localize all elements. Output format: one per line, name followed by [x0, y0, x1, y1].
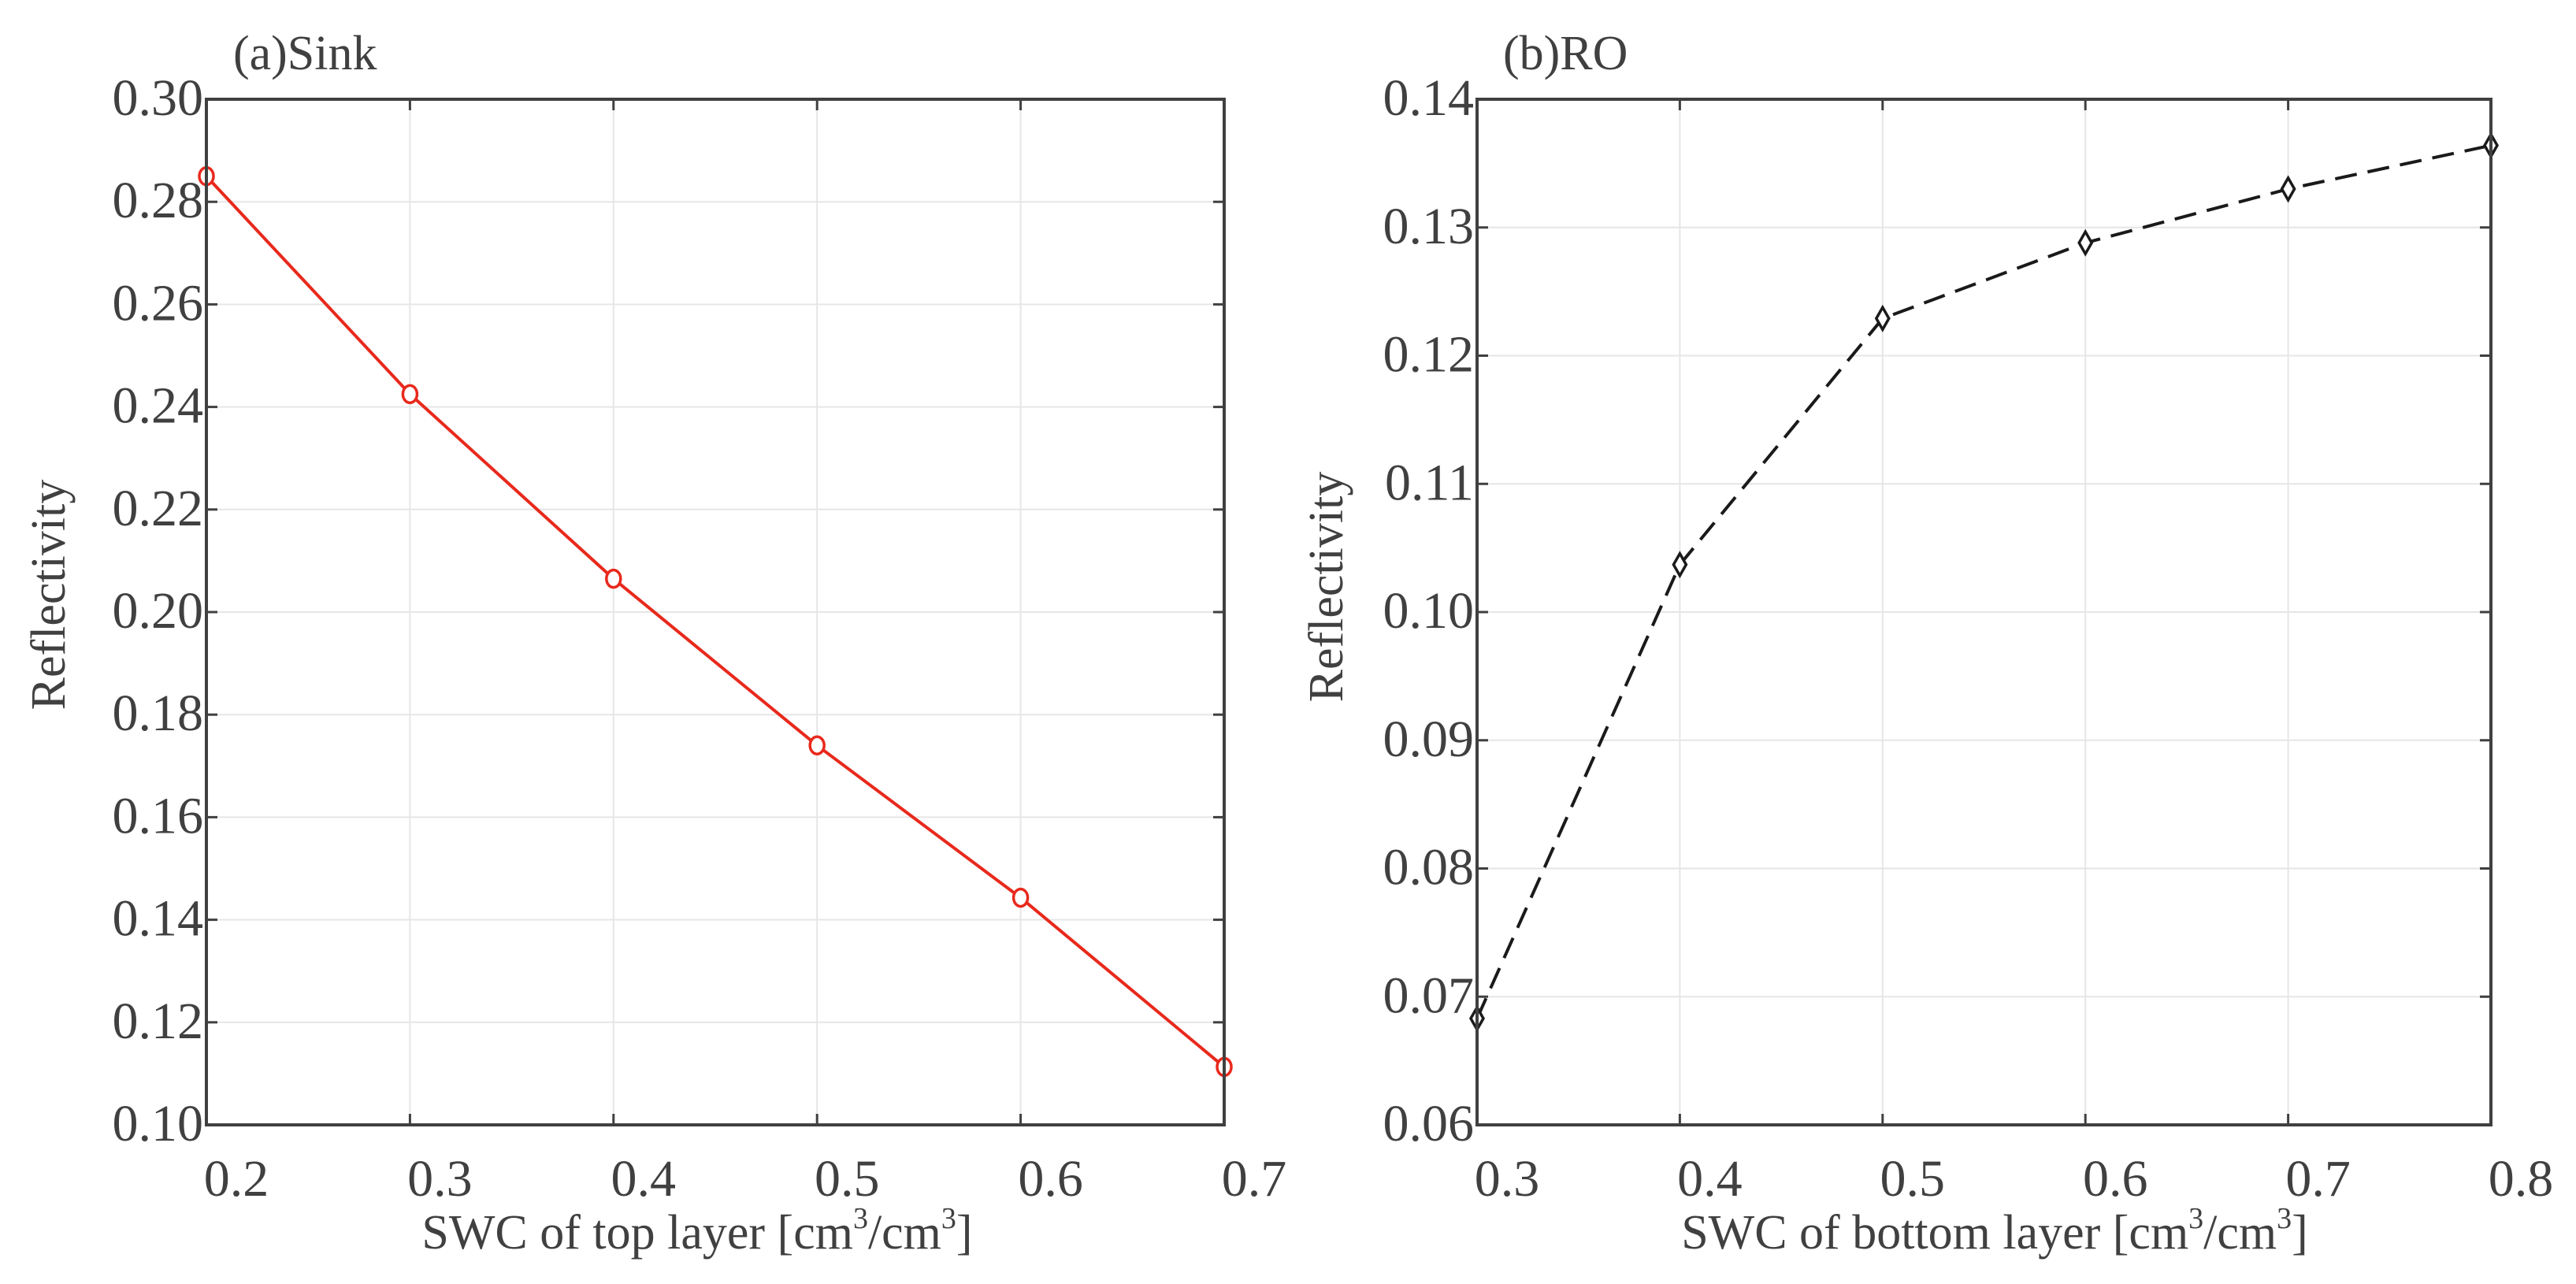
x-tick-label: 0.3: [407, 1150, 473, 1208]
series-line: [1475, 143, 2492, 1019]
y-axis-label: Reflectivity: [22, 480, 76, 711]
y-tick-label: 0.06: [1383, 1095, 1475, 1152]
x-tick-label: 0.5: [815, 1150, 880, 1208]
series-line: [205, 175, 1226, 1068]
x-tick-label: 0.3: [1475, 1150, 1540, 1208]
x-tick-label: 0.6: [1018, 1150, 1083, 1208]
x-tick-label: 0.7: [2285, 1150, 2351, 1208]
data-point-circle: [808, 735, 826, 756]
y-tick-label: 0.10: [1383, 582, 1475, 640]
y-tick-label: 0.24: [113, 377, 204, 435]
x-tick-labels: 0.3 0.4 0.5 0.6 0.7 0.8: [1475, 1150, 2554, 1208]
data-point-diamond: [1672, 551, 1688, 579]
x-axis-label: SWC of bottom layer [cm3/cm3]: [1681, 1202, 2308, 1260]
data-point-circle: [605, 568, 622, 589]
data-point-diamond: [1874, 304, 1891, 332]
x-tick-label: 0.6: [2083, 1150, 2148, 1208]
chart-panel-ro: 0.3 0.4 0.5 0.6 0.7 0.8 0.060.070.080.090.100…: [1300, 27, 2553, 1260]
y-tick-label: 0.18: [113, 685, 204, 742]
y-tick-label: 0.28: [113, 172, 204, 229]
x-tick-label: 0.4: [1677, 1150, 1743, 1208]
grid-lines: [206, 99, 1224, 1125]
grid-lines: [1477, 99, 2491, 1125]
chart-panel-sink: 0.2 0.3 0.4 0.5 0.6 0.7 0.100.120.140.160.180…: [22, 27, 1286, 1260]
data-point-circle: [1011, 887, 1030, 908]
y-tick-label: 0.16: [113, 787, 204, 844]
y-tick-label: 0.09: [1383, 711, 1475, 768]
x-tick-label: 0.5: [1880, 1150, 1946, 1208]
data-point-diamond: [2280, 175, 2296, 203]
y-tick-label: 0.12: [1383, 326, 1475, 384]
panel-title: (a)Sink: [233, 27, 377, 80]
plot-frame: [205, 98, 1226, 1126]
y-tick-labels: 0.06 0.07 0.08 0.09 0.10 0.11 0.12 0.13 0.14: [1383, 69, 1475, 1152]
y-tick-label: 0.10: [113, 1095, 204, 1152]
y-tick-label: 0.13: [1383, 198, 1475, 255]
y-tick-label: 0.22: [113, 480, 204, 537]
y-tick-label: 0.14: [1383, 69, 1475, 127]
x-axis-label: SWC of top layer [cm3/cm3]: [421, 1202, 972, 1260]
y-tick-label: 0.12: [113, 993, 204, 1050]
x-tick-label: 0.4: [611, 1150, 677, 1208]
y-tick-label: 0.07: [1383, 967, 1475, 1024]
y-tick-label: 0.08: [1383, 839, 1475, 896]
y-tick-label: 0.20: [113, 582, 204, 640]
x-tick-label: 0.7: [1222, 1150, 1287, 1208]
data-series: [1468, 132, 2500, 1033]
x-tick-labels: 0.2 0.3 0.4 0.5 0.6 0.7: [204, 1150, 1287, 1208]
y-tick-label: 0.30: [113, 69, 204, 127]
data-point-diamond: [2077, 228, 2094, 257]
y-tick-labels: 0.10 0.12 0.14 0.16 0.18 0.20 0.22 0.24 0.26 0.28…: [113, 69, 204, 1152]
panel-title: (b)RO: [1503, 27, 1628, 80]
data-point-circle: [401, 384, 419, 405]
x-tick-label: 0.8: [2489, 1150, 2554, 1208]
y-tick-label: 0.26: [113, 274, 204, 332]
y-tick-label: 0.11: [1385, 454, 1474, 511]
plot-frame: [1475, 98, 2492, 1126]
x-tick-label: 0.2: [204, 1150, 269, 1208]
y-tick-label: 0.14: [113, 890, 204, 948]
y-axis-label: Reflectivity: [1300, 472, 1353, 703]
